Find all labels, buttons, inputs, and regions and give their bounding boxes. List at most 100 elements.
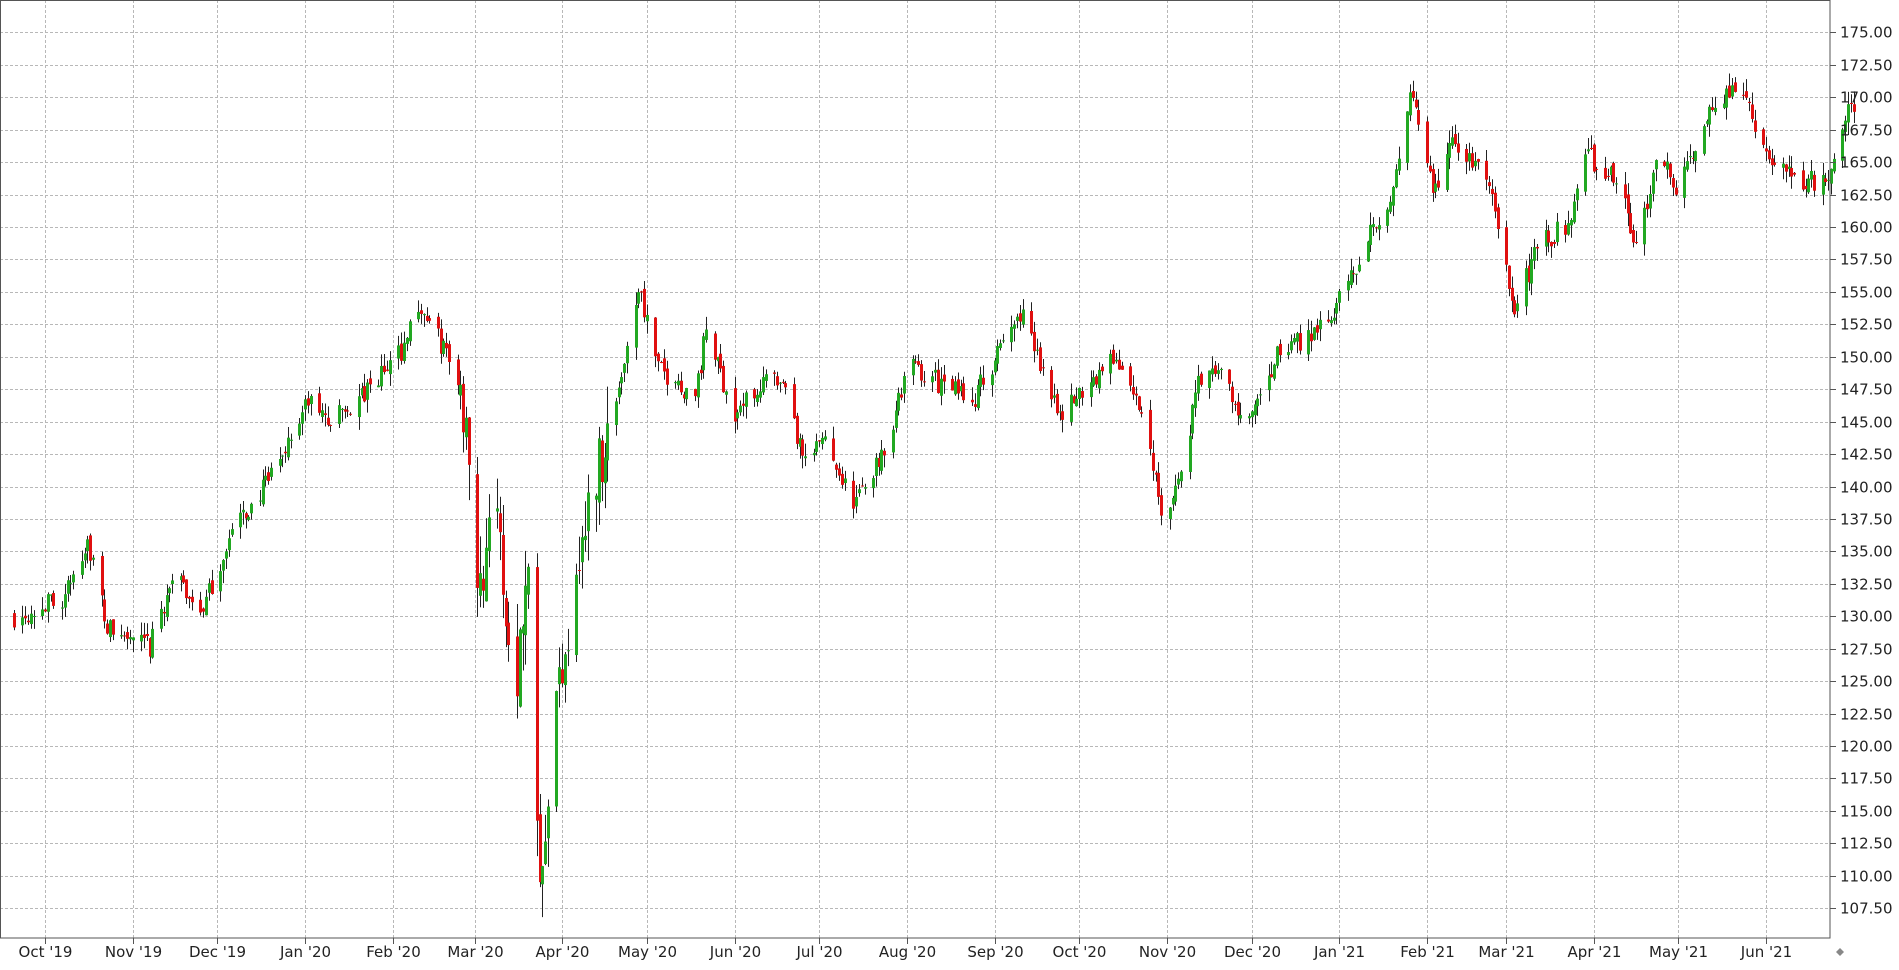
- candle-body-down: [1553, 242, 1556, 244]
- candle-body-down: [818, 440, 821, 442]
- candle-body-down: [44, 609, 47, 612]
- candle-body-up: [281, 455, 284, 457]
- candle-body-down: [383, 365, 386, 373]
- candle-body-up: [33, 616, 36, 618]
- candle-body-down: [505, 598, 508, 627]
- candle-body-down: [660, 362, 663, 364]
- candle-body-up: [270, 467, 273, 477]
- candle-body-up: [1333, 317, 1336, 321]
- x-tick-label: Oct '20: [1053, 943, 1107, 961]
- candle-body-down: [753, 389, 756, 399]
- candle-body-up: [635, 304, 638, 348]
- candle-body-down: [1327, 319, 1330, 322]
- candle-body-down: [1095, 376, 1098, 385]
- candle-body-up: [338, 405, 341, 424]
- y-tick-label: 142.50: [1840, 446, 1893, 464]
- candle-body-down: [578, 569, 581, 571]
- candle-body-up: [321, 410, 324, 417]
- candle-body-down: [1135, 393, 1138, 396]
- candle-body-up: [1714, 107, 1717, 112]
- candle-body-down: [188, 596, 191, 599]
- candle-body-down: [1316, 325, 1319, 333]
- candle-body-up: [575, 574, 578, 656]
- y-tick-label: 137.50: [1840, 511, 1893, 529]
- candle-body-down: [143, 634, 146, 638]
- candle-body-up: [844, 478, 847, 484]
- candle-body-up: [1109, 353, 1112, 374]
- candle-body-up: [1191, 404, 1194, 434]
- candle-body-down: [1494, 192, 1497, 212]
- candle-body-up: [1177, 478, 1180, 485]
- candle-body-up: [1090, 382, 1093, 398]
- candle-body-down: [742, 403, 745, 406]
- candle-body-down: [937, 369, 940, 394]
- candle-body-down: [1692, 157, 1695, 159]
- x-tick-label: Apr '21: [1568, 943, 1622, 961]
- candle-body-down: [1762, 129, 1765, 145]
- candle-body-down: [1497, 207, 1500, 230]
- candle-body-up: [298, 423, 301, 436]
- candle-body-up: [1576, 188, 1579, 201]
- x-tick-label: May '21: [1649, 943, 1708, 961]
- y-tick-label: 125.00: [1840, 673, 1893, 691]
- candle-body-down: [943, 374, 946, 382]
- candle-body-down: [1629, 213, 1632, 234]
- x-tick-label: Feb '20: [366, 943, 421, 961]
- candle-body-up: [524, 585, 527, 636]
- candle-body-up: [1355, 273, 1358, 275]
- candle-body-down: [1149, 409, 1152, 449]
- candle-body-down: [1270, 374, 1273, 378]
- candle-body-up: [1652, 172, 1655, 194]
- candle-body-down: [683, 394, 686, 399]
- x-tick-label: Aug '20: [879, 943, 936, 961]
- candle-body-down: [951, 378, 954, 391]
- candle-body-down: [1511, 287, 1514, 301]
- y-tick-label: 150.00: [1840, 349, 1893, 367]
- y-tick-label: 147.50: [1840, 381, 1893, 399]
- candle-body-up: [912, 358, 915, 376]
- candle-body-down: [284, 451, 287, 454]
- y-tick-label: 172.50: [1840, 57, 1893, 75]
- candle-body-down: [962, 383, 965, 401]
- candle-body-up: [1847, 104, 1850, 123]
- candle-body-down: [1118, 359, 1121, 370]
- candle-body-down: [1471, 153, 1474, 168]
- candle-body-down: [1081, 391, 1084, 398]
- candle-body-down: [1805, 185, 1808, 190]
- candle-body-up: [615, 401, 618, 426]
- candle-body-down: [1412, 91, 1415, 98]
- y-tick-label: 127.50: [1840, 641, 1893, 659]
- candle-body-up: [864, 487, 867, 489]
- candle-body-down: [1030, 311, 1033, 334]
- candle-body-up: [1296, 333, 1299, 342]
- y-tick-label: 160.00: [1840, 219, 1893, 237]
- candle-body-down: [363, 386, 366, 402]
- candle-body-down: [126, 632, 129, 639]
- candle-body-up: [1208, 370, 1211, 389]
- candle-body-up: [584, 535, 587, 541]
- candle-body-up: [160, 608, 163, 629]
- candle-body-down: [793, 384, 796, 419]
- candle-body-up: [290, 439, 293, 441]
- candle-body-up: [166, 595, 169, 618]
- x-tick-label: Dec '19: [189, 943, 246, 961]
- candle-body-down: [27, 620, 30, 623]
- candle-body-down: [536, 567, 539, 821]
- candle-body-down: [1352, 273, 1355, 275]
- candle-body-up: [64, 594, 67, 608]
- candle-body-up: [242, 509, 245, 513]
- candle-body-up: [960, 386, 963, 392]
- candle-body-up: [310, 396, 313, 405]
- candle-body-up: [417, 311, 420, 320]
- candle-body-up: [1587, 149, 1590, 152]
- candle-body-down: [1417, 110, 1420, 125]
- candle-body-up: [301, 412, 304, 424]
- candle-body-down: [1228, 369, 1231, 384]
- candle-body-up: [745, 392, 748, 407]
- candle-body-up: [522, 626, 525, 634]
- candle-body-up: [479, 573, 482, 596]
- candle-body-down: [1121, 365, 1124, 370]
- x-tick-label: Oct '19: [19, 943, 73, 961]
- candle-body-down: [971, 399, 974, 403]
